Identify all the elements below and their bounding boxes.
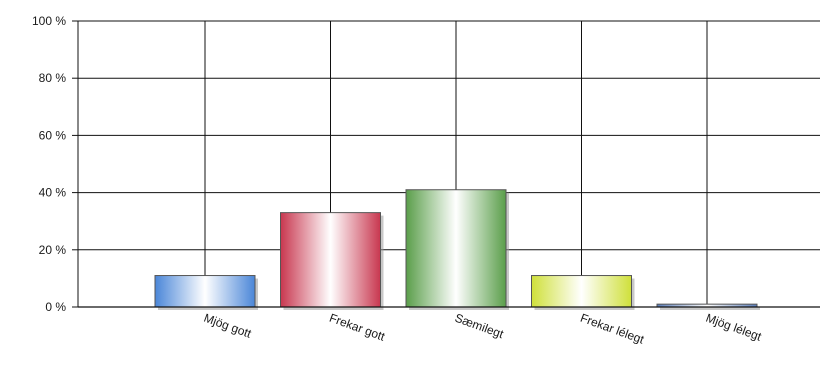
- y-tick-label: 60 %: [39, 128, 67, 142]
- bar[interactable]: [531, 275, 632, 308]
- x-tick-label: Frekar gott: [327, 311, 387, 344]
- axes: [72, 20, 820, 308]
- bar[interactable]: [405, 189, 507, 308]
- y-tick-label: 0 %: [45, 300, 66, 314]
- y-tick-labels: 0 % 20 % 40 % 60 % 80 % 100 %: [32, 14, 66, 314]
- y-tick-label: 20 %: [39, 243, 67, 257]
- x-tick-label: Frekar lélegt: [578, 311, 646, 347]
- x-tick-label: Mjög lélegt: [704, 311, 764, 344]
- bar[interactable]: [280, 212, 381, 308]
- y-tick-label: 100 %: [32, 14, 66, 28]
- y-tick-label: 80 %: [39, 71, 67, 85]
- y-tick-label: 40 %: [39, 186, 67, 200]
- x-tick-label: Sæmilegt: [453, 311, 506, 342]
- bar-shadow: [660, 307, 760, 310]
- bar[interactable]: [154, 275, 256, 308]
- x-tick-label: Mjög gott: [202, 311, 254, 341]
- x-tick-labels: Mjög gott Frekar gott Sæmilegt Frekar léleg…: [202, 311, 764, 347]
- bars: [154, 189, 760, 310]
